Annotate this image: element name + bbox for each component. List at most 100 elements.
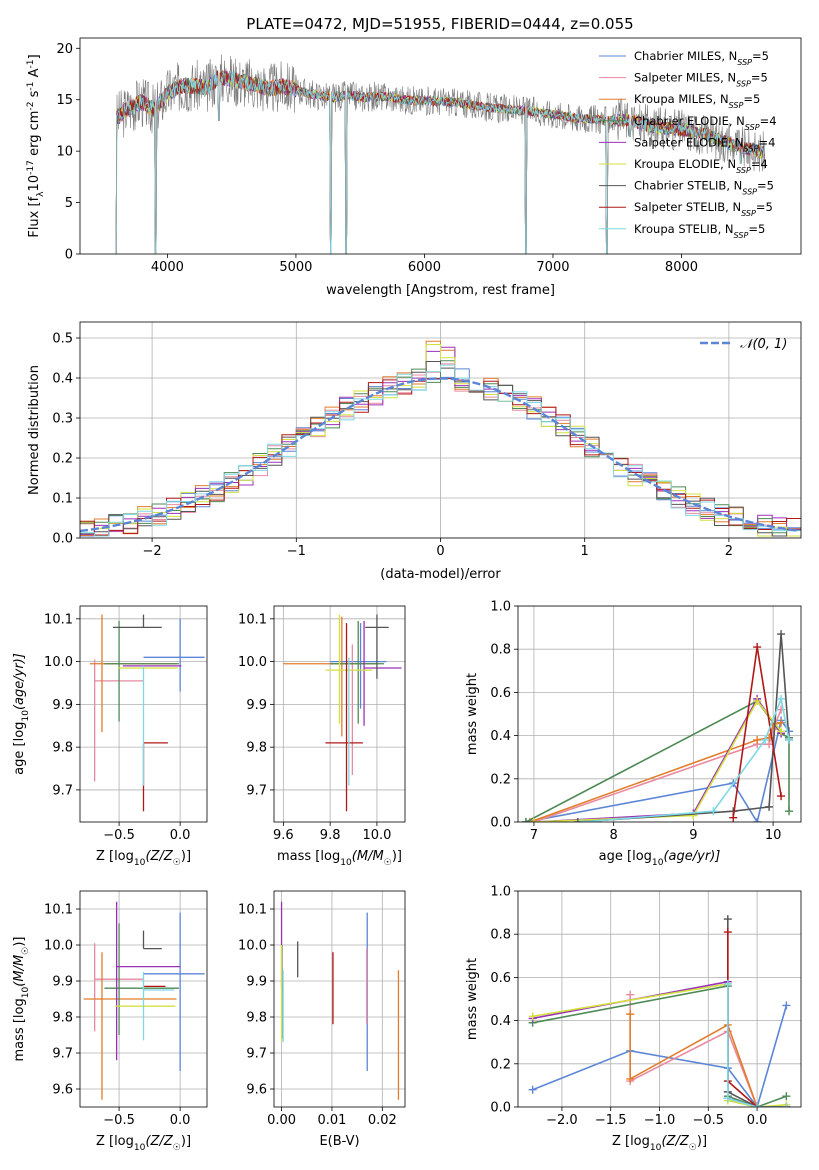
plot-area-mass_vs_Z	[80, 891, 207, 1107]
x-tick-label: 0.0	[747, 1113, 768, 1128]
weight-marker	[709, 807, 718, 816]
y-tick-label: 10.0	[44, 939, 73, 954]
y-tick-label: 5	[65, 196, 73, 211]
y-tick-label: 0.4	[490, 729, 511, 744]
x-tick-label: 10	[765, 828, 782, 843]
errorbar-point	[325, 623, 363, 812]
y-tick-label: 0.6	[490, 971, 511, 986]
errorbar-point	[143, 912, 205, 1071]
legend-entry: Kroupa STELIB, NSSP=5	[634, 222, 765, 240]
weight-marker	[723, 979, 732, 988]
errorbar-point	[83, 952, 177, 1100]
weight-marker	[723, 1094, 732, 1103]
x-tick-label: −0.5	[103, 1113, 135, 1128]
y-tick-label: 0.2	[52, 452, 73, 467]
x-tick-label: 9.8	[320, 828, 341, 843]
weight-marker	[573, 818, 582, 822]
errorbar-point	[143, 618, 205, 692]
weight-marker	[753, 735, 762, 744]
weight-series-line	[525, 718, 790, 822]
errorbar-point	[142, 742, 168, 812]
x-tick-label: 10.0	[362, 828, 391, 843]
y-tick-label: 0.4	[490, 1014, 511, 1029]
x-tick-label: −1.5	[595, 1113, 627, 1128]
x-axis-label: mass [log10(M/M☉)]	[277, 849, 402, 868]
x-axis-label: Z [log10(Z/Z☉)]	[612, 1134, 707, 1153]
y-tick-label: 0.4	[52, 372, 73, 387]
x-tick-label: −2	[143, 544, 162, 559]
weight-marker	[777, 694, 786, 703]
x-tick-label: 7000	[536, 260, 569, 275]
axes-frame	[517, 890, 802, 1108]
legend-entry: Chabrier ELODIE, NSSP=4	[634, 114, 777, 132]
legend-entry: Chabrier STELIB, NSSP=5	[634, 179, 774, 197]
panel-spectrum: 4000 5000 6000 7000 8000 0 5 10 15 20 wavelength […	[26, 37, 802, 298]
y-tick-label: 9.6	[52, 1083, 73, 1098]
weight-marker	[785, 807, 794, 816]
y-axis-label: age [log10(age/yr)]	[12, 653, 31, 775]
weight-series-line	[533, 697, 782, 822]
weight-marker	[777, 792, 786, 801]
y-tick-label: 9.8	[52, 741, 73, 756]
weight-series-line	[529, 721, 782, 822]
y-tick-label: 9.9	[246, 698, 267, 713]
plot-area-age_vs_mass	[274, 606, 405, 822]
x-axis-label: (data-model)/error	[380, 567, 501, 582]
plot-area-massweight_vs_age	[518, 606, 801, 822]
y-tick-label: 9.8	[246, 1011, 267, 1026]
y-tick-label: 9.7	[246, 1047, 267, 1062]
x-tick-label: 7	[530, 828, 538, 843]
weight-marker	[753, 1103, 762, 1107]
axes-frame	[273, 890, 406, 1108]
panel-mass_vs_Z: −0.5 0.0 9.6 9.7 9.8 9.9 10.0 10.1 Z [log10(Z/Z☉…	[12, 890, 208, 1153]
axes-frame	[79, 37, 802, 255]
errorbar-point	[89, 614, 177, 733]
panel-residuals: −2 −1 0 1 2 0.0 0.1 0.2 0.3 0.4 0.5 (data-model)/er…	[27, 321, 802, 582]
x-axis-label: wavelength [Angstrom, rest frame]	[326, 283, 555, 298]
y-tick-label: 10	[56, 145, 73, 160]
weight-marker	[753, 643, 762, 652]
y-tick-label: 0.6	[490, 686, 511, 701]
y-tick-label: 9.7	[52, 783, 73, 798]
x-tick-label: 0.01	[317, 1113, 346, 1128]
y-tick-label: 1.0	[490, 600, 511, 615]
legend-entry: Chabrier MILES, NSSP=5	[634, 49, 769, 67]
y-tick-label: 9.9	[52, 698, 73, 713]
weight-series-line	[727, 983, 787, 1107]
panel-age_vs_Z: −0.5 0.0 9.7 9.8 9.9 10.0 10.1 Z [log10(Z/Z☉)] a…	[12, 605, 208, 868]
legend-entry: Salpeter ELODIE, NSSP=4	[634, 135, 775, 153]
y-tick-label: 0.2	[490, 772, 511, 787]
y-tick-label: 0.8	[490, 643, 511, 658]
model-spectrum-line	[115, 69, 765, 254]
axes-frame	[79, 890, 208, 1108]
x-tick-label: 6000	[408, 260, 441, 275]
errorbar-point	[115, 901, 181, 1061]
weight-marker	[723, 915, 732, 924]
y-tick-label: 10.1	[44, 903, 73, 918]
panel-massweight_vs_Z: −2.0 −1.5 −1.0 −0.5 0.0 0.0 0.2 0.4 0.6 0.8 1.0 Z […	[465, 885, 802, 1153]
y-tick-label: 9.9	[52, 975, 73, 990]
y-tick-label: 0.2	[490, 1057, 511, 1072]
errorbar-point	[104, 620, 179, 722]
weight-series-line	[533, 699, 782, 822]
legend-entry: Kroupa MILES, NSSP=5	[634, 92, 760, 110]
weight-marker	[782, 1103, 791, 1107]
x-tick-label: −1.0	[644, 1113, 676, 1128]
legend-entry: 𝒩(0, 1)	[740, 337, 787, 352]
y-tick-label: 9.9	[246, 975, 267, 990]
panel-massweight_vs_age: 7 8 9 10 0.0 0.2 0.4 0.6 0.8 1.0 age [log10(age/yr…	[465, 600, 802, 868]
x-tick-label: 2	[725, 544, 733, 559]
y-tick-label: 9.7	[246, 783, 267, 798]
weight-marker	[782, 1092, 791, 1101]
y-tick-label: 9.8	[52, 1011, 73, 1026]
y-tick-label: 0.0	[490, 1101, 511, 1116]
weight-marker	[626, 990, 635, 999]
gaussian-curve	[80, 377, 799, 533]
y-axis-label: mass weight	[465, 958, 480, 1040]
x-tick-label: 0	[436, 544, 444, 559]
x-tick-label: 0.0	[170, 1113, 191, 1128]
y-tick-label: 0.0	[490, 816, 511, 831]
x-tick-label: 9	[689, 828, 697, 843]
weight-marker	[777, 718, 786, 727]
